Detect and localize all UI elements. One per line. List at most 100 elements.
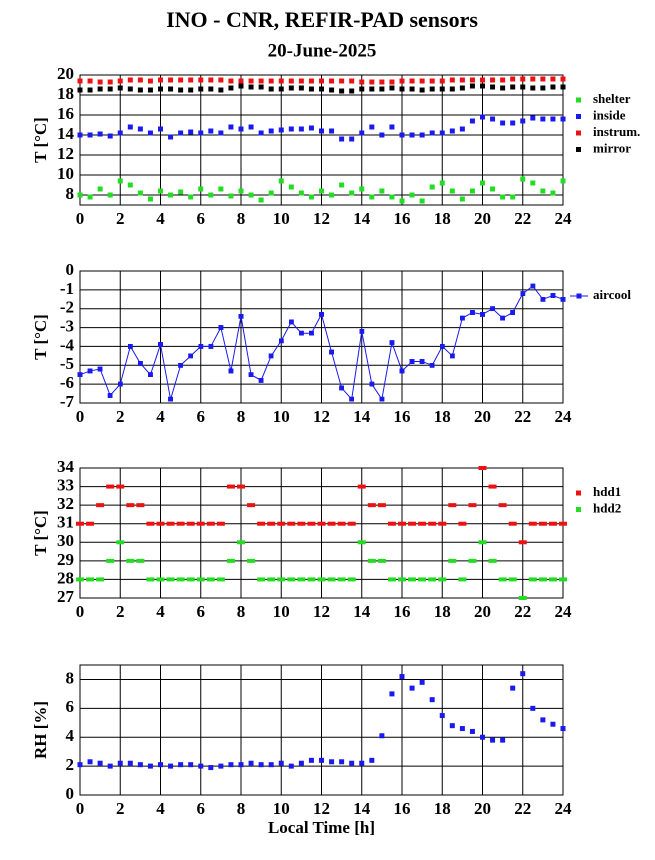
- point: [126, 558, 135, 563]
- point: [377, 558, 386, 563]
- point: [399, 86, 405, 92]
- point: [490, 116, 496, 122]
- point: [428, 521, 437, 526]
- point: [308, 125, 314, 131]
- y-tick-label: 29: [57, 550, 74, 569]
- point: [449, 86, 455, 92]
- y-tick-label: 16: [57, 104, 74, 123]
- point: [97, 131, 103, 137]
- point: [327, 521, 336, 526]
- point: [137, 126, 143, 132]
- x-tick-label: 14: [353, 602, 371, 621]
- point: [86, 521, 95, 526]
- y-tick-label: 20: [57, 64, 74, 83]
- point: [399, 198, 405, 204]
- point: [329, 759, 335, 765]
- legend-swatch: [576, 490, 581, 496]
- point: [319, 128, 324, 134]
- point: [156, 577, 165, 582]
- point: [317, 521, 326, 526]
- point: [87, 78, 93, 84]
- point: [77, 762, 83, 768]
- point: [329, 87, 335, 93]
- point: [126, 503, 135, 508]
- point: [469, 118, 475, 124]
- y-tick-label: 6: [66, 697, 75, 716]
- point: [147, 87, 153, 93]
- point: [480, 77, 485, 83]
- point: [359, 186, 365, 192]
- point: [548, 521, 557, 526]
- point: [429, 184, 435, 190]
- point: [198, 86, 204, 92]
- point: [559, 521, 567, 526]
- x-tick-label: 20: [474, 407, 491, 426]
- point: [257, 577, 266, 582]
- point: [248, 78, 254, 84]
- point: [319, 188, 324, 194]
- point: [198, 77, 204, 83]
- point: [408, 521, 417, 526]
- point: [510, 84, 516, 90]
- point: [136, 558, 145, 563]
- point: [76, 521, 84, 526]
- point: [518, 596, 527, 600]
- y-tick-label: 18: [57, 84, 74, 103]
- point: [429, 697, 435, 703]
- x-tick-label: 14: [353, 799, 371, 818]
- point: [107, 192, 113, 198]
- point: [298, 126, 304, 132]
- point: [77, 87, 83, 93]
- point: [97, 86, 103, 92]
- point: [218, 763, 224, 769]
- point: [258, 762, 264, 768]
- y-tick-label: 30: [57, 531, 74, 550]
- point: [520, 176, 526, 182]
- legend-label: mirror: [593, 140, 631, 155]
- point: [298, 760, 304, 766]
- point: [559, 577, 567, 582]
- point: [208, 128, 214, 134]
- point: [459, 196, 465, 202]
- point: [218, 130, 224, 136]
- point: [198, 130, 204, 136]
- point: [347, 577, 356, 582]
- point: [96, 503, 105, 508]
- point: [357, 540, 366, 545]
- x-tick-label: 8: [237, 799, 246, 818]
- point: [349, 190, 355, 196]
- point: [377, 503, 386, 508]
- point: [258, 84, 264, 90]
- point: [329, 192, 335, 198]
- point: [359, 79, 365, 85]
- x-tick-label: 18: [434, 407, 451, 426]
- point: [540, 116, 546, 122]
- point: [469, 77, 475, 83]
- point: [480, 83, 485, 89]
- x-tick-label: 22: [514, 602, 531, 621]
- point: [438, 577, 447, 582]
- point: [500, 77, 506, 83]
- point: [277, 521, 286, 526]
- point: [137, 87, 143, 93]
- page-subtitle: 20-June-2025: [268, 40, 377, 61]
- legend-swatch: [576, 293, 582, 299]
- point: [468, 558, 477, 563]
- point: [168, 86, 174, 92]
- point: [248, 760, 254, 766]
- y-tick-label: 0: [66, 260, 75, 279]
- point: [158, 77, 163, 83]
- x-tick-label: 22: [514, 209, 531, 228]
- y-tick-label: 34: [57, 457, 75, 476]
- point: [237, 484, 245, 489]
- point: [550, 76, 556, 82]
- x-tick-label: 2: [116, 407, 125, 426]
- point: [226, 484, 235, 489]
- point: [216, 577, 225, 582]
- point: [107, 133, 113, 139]
- point: [277, 577, 286, 582]
- point: [278, 78, 284, 84]
- x-tick-label: 12: [313, 209, 330, 228]
- point: [508, 521, 517, 526]
